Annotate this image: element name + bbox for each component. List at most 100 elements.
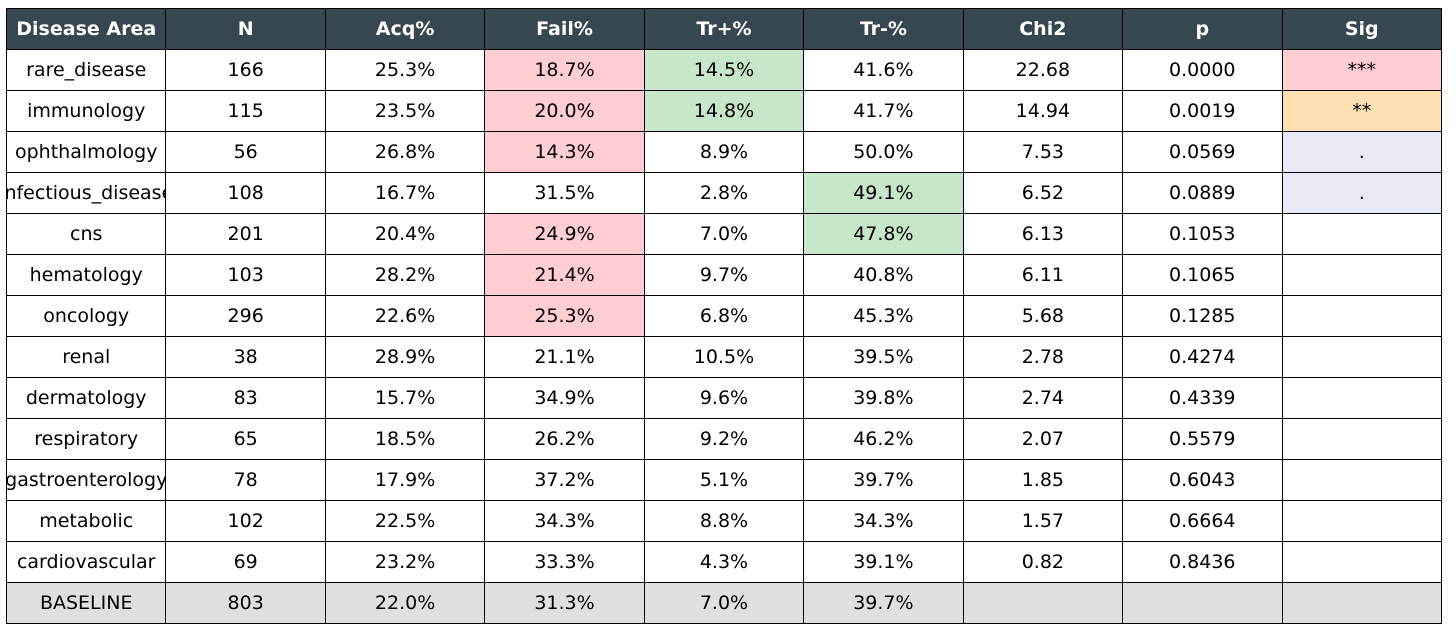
cell-text: 0.0889 bbox=[1169, 182, 1236, 204]
table-cell: 10.5% bbox=[643, 336, 805, 378]
header-text: Acq% bbox=[375, 18, 435, 40]
cell-text: 14.94 bbox=[1015, 100, 1071, 122]
table-body: rare_disease 166 25.3% 18.7% 14.5% 41.6% 22.68… bbox=[5, 49, 1442, 624]
table-cell bbox=[1281, 377, 1442, 419]
cell-text: 17.9% bbox=[374, 469, 436, 491]
table-cell: 0.0019 bbox=[1122, 90, 1283, 132]
table-row: hematology 103 28.2% 21.4% 9.7% 40.8% 6.11 0.10… bbox=[5, 254, 1442, 296]
header-text: Tr-% bbox=[859, 18, 907, 40]
table-cell: BASELINE bbox=[5, 582, 167, 624]
cell-text: cardiovascular bbox=[16, 551, 156, 573]
cell-text: 0.0019 bbox=[1169, 100, 1236, 122]
table-cell: 24.9% bbox=[484, 213, 645, 255]
table-cell: 201 bbox=[165, 213, 326, 255]
cell-text: 7.53 bbox=[1021, 141, 1064, 163]
table-cell: 33.3% bbox=[484, 541, 645, 583]
table-cell: 21.1% bbox=[484, 336, 645, 378]
table-cell: 2.07 bbox=[962, 418, 1124, 460]
table-cell: 46.2% bbox=[803, 418, 964, 460]
cell-text: 22.5% bbox=[374, 510, 436, 532]
cell-text: immunology bbox=[27, 100, 146, 122]
cell-text: 41.7% bbox=[853, 100, 914, 122]
cell-text: 69 bbox=[233, 551, 258, 573]
table-cell: 22.6% bbox=[324, 295, 486, 337]
cell-text: 18.7% bbox=[534, 59, 595, 81]
cell-text: 20.4% bbox=[374, 223, 436, 245]
table-cell bbox=[1281, 213, 1442, 255]
table-cell: immunology bbox=[5, 90, 167, 132]
cell-text: ** bbox=[1352, 100, 1372, 122]
cell-text: 39.1% bbox=[853, 551, 914, 573]
table-cell: 9.6% bbox=[643, 377, 805, 419]
table-cell: 56 bbox=[165, 131, 326, 173]
cell-text: 22.68 bbox=[1015, 59, 1071, 81]
cell-text: 20.0% bbox=[534, 100, 595, 122]
table-cell: 14.8% bbox=[643, 90, 805, 132]
column-header: N bbox=[165, 8, 326, 50]
table-cell: ophthalmology bbox=[5, 131, 167, 173]
table-cell: 22.5% bbox=[324, 500, 486, 542]
table-cell bbox=[1122, 582, 1283, 624]
cell-text: 21.4% bbox=[534, 264, 595, 286]
cell-text: 46.2% bbox=[853, 428, 914, 450]
table-cell: gastroenterology bbox=[5, 459, 167, 501]
table-cell: . bbox=[1281, 131, 1442, 173]
table-cell: renal bbox=[5, 336, 167, 378]
cell-text: . bbox=[1358, 141, 1365, 163]
cell-text: 9.2% bbox=[699, 428, 749, 450]
cell-text: 24.9% bbox=[534, 223, 595, 245]
table-cell: 41.6% bbox=[803, 49, 964, 91]
table-cell: 166 bbox=[165, 49, 326, 91]
cell-text: renal bbox=[62, 346, 111, 368]
table-cell: 7.0% bbox=[643, 582, 805, 624]
column-header: Tr-% bbox=[803, 8, 964, 50]
table-cell: metabolic bbox=[5, 500, 167, 542]
table-cell: rare_disease bbox=[5, 49, 167, 91]
cell-text: oncology bbox=[43, 305, 130, 327]
cell-text: 45.3% bbox=[853, 305, 914, 327]
table-cell: 39.5% bbox=[803, 336, 964, 378]
cell-text: 41.6% bbox=[853, 59, 914, 81]
table-cell: 1.57 bbox=[962, 500, 1124, 542]
cell-text: 201 bbox=[227, 223, 264, 245]
cell-text: 23.5% bbox=[374, 100, 436, 122]
table-cell: 22.68 bbox=[962, 49, 1124, 91]
header-text: Disease Area bbox=[16, 18, 157, 40]
cell-text: 38 bbox=[233, 346, 258, 368]
table-row: immunology 115 23.5% 20.0% 14.8% 41.7% 14.94 0.… bbox=[5, 90, 1442, 132]
table-cell: 38 bbox=[165, 336, 326, 378]
cell-text: 28.2% bbox=[374, 264, 436, 286]
table-cell bbox=[1281, 336, 1442, 378]
table-cell: 15.7% bbox=[324, 377, 486, 419]
table-row: gastroenterology 78 17.9% 37.2% 5.1% 39.7% 1.8… bbox=[5, 459, 1442, 501]
cell-text: 34.9% bbox=[534, 387, 595, 409]
cell-text: 25.3% bbox=[534, 305, 595, 327]
cell-text: 39.7% bbox=[853, 469, 914, 491]
cell-text: 0.6664 bbox=[1169, 510, 1236, 532]
table-cell: 26.2% bbox=[484, 418, 645, 460]
table-cell: 45.3% bbox=[803, 295, 964, 337]
header-text: Sig bbox=[1344, 18, 1379, 40]
table-cell: 8.9% bbox=[643, 131, 805, 173]
table-cell: 2.74 bbox=[962, 377, 1124, 419]
table-cell: 78 bbox=[165, 459, 326, 501]
table-cell bbox=[1281, 541, 1442, 583]
table-cell: 115 bbox=[165, 90, 326, 132]
table-cell: 17.9% bbox=[324, 459, 486, 501]
cell-text: 14.8% bbox=[693, 100, 755, 122]
cell-text: 14.3% bbox=[534, 141, 595, 163]
table-cell: ** bbox=[1281, 90, 1442, 132]
cell-text: cns bbox=[70, 223, 103, 245]
cell-text: 37.2% bbox=[534, 469, 595, 491]
cell-text: 5.1% bbox=[699, 469, 749, 491]
cell-text: rare_disease bbox=[26, 59, 147, 81]
stats-table: Disease Area N Acq% Fail% Tr+% Tr-% Chi2 p Sig r… bbox=[5, 8, 1442, 624]
table-cell: 0.5579 bbox=[1122, 418, 1283, 460]
cell-text: 56 bbox=[233, 141, 258, 163]
table-cell: 5.1% bbox=[643, 459, 805, 501]
table-cell: 39.1% bbox=[803, 541, 964, 583]
table-cell: respiratory bbox=[5, 418, 167, 460]
table-cell: 6.11 bbox=[962, 254, 1124, 296]
table-row: infectious_disease 108 16.7% 31.5% 2.8% 49.1%… bbox=[5, 172, 1442, 214]
cell-text: 2.8% bbox=[699, 182, 749, 204]
